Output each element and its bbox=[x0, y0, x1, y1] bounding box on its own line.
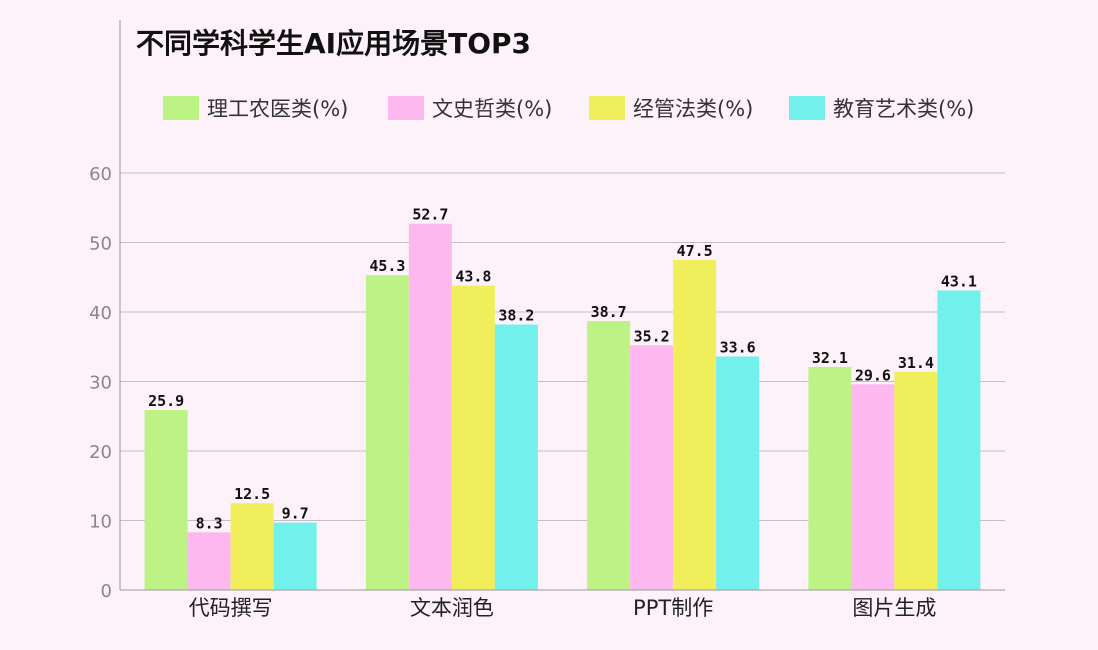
data-label: 47.5 bbox=[677, 242, 713, 260]
data-label: 12.5 bbox=[234, 485, 270, 503]
legend-label: 经管法类(%) bbox=[633, 97, 753, 121]
x-axis-categories: 代码撰写 文本润色 PPT制作 图片生成 bbox=[189, 596, 937, 620]
data-label: 38.2 bbox=[498, 307, 534, 325]
legend-label: 教育艺术类(%) bbox=[833, 97, 974, 121]
x-category-label: PPT制作 bbox=[633, 596, 713, 620]
bar bbox=[273, 522, 317, 590]
data-label: 33.6 bbox=[720, 338, 756, 356]
legend-swatch bbox=[388, 96, 424, 120]
data-label: 43.1 bbox=[941, 272, 977, 290]
data-labels: 25.9 8.3 12.5 9.7 45.3 52.7 43.8 38.2 38.7 35.2 47… bbox=[148, 206, 977, 533]
legend-swatch bbox=[789, 96, 825, 120]
bar bbox=[365, 275, 409, 590]
bar bbox=[630, 345, 674, 590]
chart-title: 不同学科学生AI应用场景TOP3 bbox=[136, 27, 531, 60]
bar bbox=[494, 324, 538, 590]
legend-label: 文史哲类(%) bbox=[432, 97, 552, 121]
bar bbox=[851, 384, 895, 590]
legend-item: 文史哲类(%) bbox=[388, 96, 552, 121]
bar bbox=[230, 503, 274, 590]
bar bbox=[894, 371, 938, 590]
data-label: 45.3 bbox=[369, 257, 405, 275]
x-category-label: 图片生成 bbox=[852, 596, 936, 620]
bars bbox=[144, 223, 981, 591]
bar bbox=[673, 259, 717, 590]
bar bbox=[144, 409, 188, 590]
legend-swatch bbox=[589, 96, 625, 120]
y-tick-label: 60 bbox=[89, 164, 112, 185]
data-label: 32.1 bbox=[812, 349, 848, 367]
y-tick-label: 20 bbox=[89, 442, 112, 463]
data-label: 52.7 bbox=[412, 206, 448, 224]
x-category-label: 文本润色 bbox=[410, 596, 494, 620]
bar bbox=[187, 532, 231, 590]
legend-item: 经管法类(%) bbox=[589, 96, 753, 121]
y-axis-ticks: 0 10 20 30 40 50 60 bbox=[89, 164, 112, 602]
bar bbox=[451, 285, 495, 590]
legend-item: 理工农医类(%) bbox=[163, 96, 348, 121]
y-tick-label: 0 bbox=[101, 581, 112, 602]
bar bbox=[408, 223, 452, 591]
y-tick-label: 10 bbox=[89, 512, 112, 533]
y-tick-label: 40 bbox=[89, 303, 112, 324]
data-label: 31.4 bbox=[898, 354, 934, 372]
data-label: 35.2 bbox=[634, 327, 670, 345]
bar bbox=[716, 356, 760, 590]
data-label: 43.8 bbox=[455, 268, 491, 286]
bar bbox=[808, 366, 852, 590]
data-label: 9.7 bbox=[282, 505, 309, 523]
legend-swatch bbox=[163, 96, 199, 120]
y-tick-label: 30 bbox=[89, 373, 112, 394]
data-label: 29.6 bbox=[855, 366, 891, 384]
bar bbox=[937, 290, 981, 590]
bar bbox=[587, 321, 631, 590]
y-tick-label: 50 bbox=[89, 234, 112, 255]
legend-item: 教育艺术类(%) bbox=[789, 96, 974, 121]
data-label: 25.9 bbox=[148, 392, 184, 410]
data-label: 8.3 bbox=[196, 514, 223, 532]
legend: 理工农医类(%) 文史哲类(%) 经管法类(%) 教育艺术类(%) bbox=[163, 96, 974, 121]
data-label: 38.7 bbox=[591, 303, 627, 321]
legend-label: 理工农医类(%) bbox=[207, 97, 348, 121]
x-category-label: 代码撰写 bbox=[189, 596, 273, 620]
